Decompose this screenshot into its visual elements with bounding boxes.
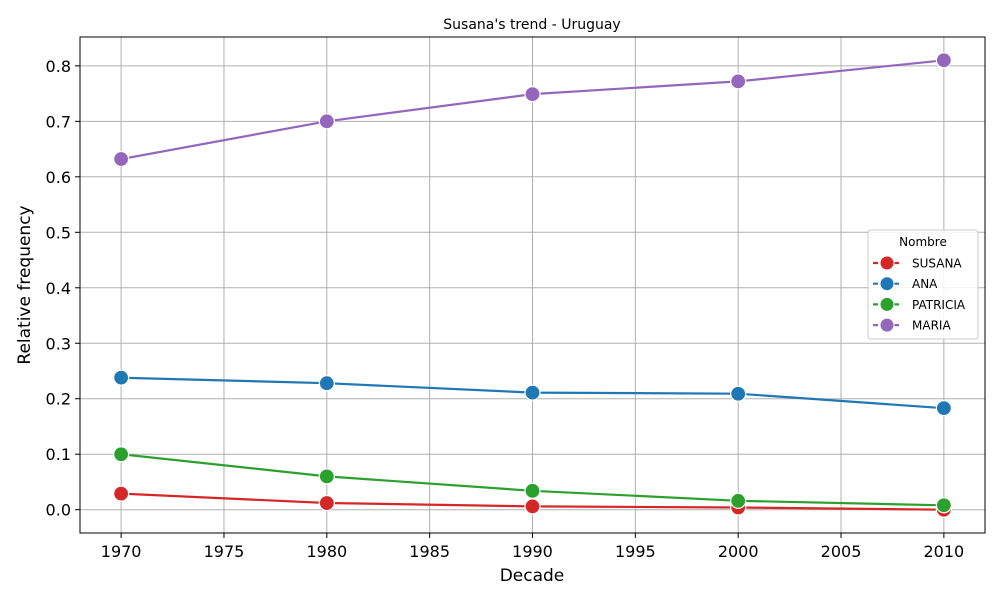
- data-point-maria: [318, 113, 335, 130]
- x-tick-label: 1985: [409, 542, 450, 561]
- data-point-patricia: [730, 492, 747, 509]
- legend-item-ana: ANA: [873, 276, 938, 292]
- data-point-patricia: [524, 482, 541, 499]
- data-point-susana: [318, 494, 335, 512]
- series-patricia: [113, 446, 952, 514]
- legend-item-maria: MARIA: [873, 317, 951, 333]
- legend-marker-susana: [879, 255, 895, 271]
- data-point-ana: [318, 375, 335, 392]
- data-point-maria: [730, 73, 747, 90]
- legend: Nombre SUSANA ANA PATRICIA MARIA: [867, 229, 979, 340]
- legend-item-susana: SUSANA: [873, 255, 962, 271]
- y-tick-label: 0.6: [46, 168, 71, 187]
- x-axis-title: Decade: [500, 566, 565, 586]
- data-point-ana: [730, 385, 747, 402]
- y-tick-label: 0.1: [46, 445, 71, 464]
- legend-items: SUSANA ANA PATRICIA MARIA: [873, 255, 966, 333]
- data-point-susana: [524, 498, 541, 515]
- y-tick-label: 0.8: [46, 57, 71, 76]
- data-point-patricia: [318, 468, 335, 485]
- y-tick-label: 0.0: [46, 501, 71, 520]
- y-tick-label: 0.4: [46, 279, 71, 298]
- x-tick-label: 1995: [615, 542, 656, 561]
- legend-label-susana: SUSANA: [912, 257, 962, 271]
- y-tick-label: 0.3: [46, 334, 71, 353]
- legend-box: [867, 229, 979, 340]
- legend-marker-maria: [879, 317, 895, 333]
- chart-title: Susana's trend - Uruguay: [443, 17, 620, 33]
- legend-label-patricia: PATRICIA: [912, 298, 966, 312]
- data-point-susana: [113, 485, 130, 502]
- x-tick-label: 1975: [204, 542, 245, 561]
- legend-item-patricia: PATRICIA: [873, 296, 966, 312]
- data-point-maria: [524, 86, 541, 103]
- legend-marker-patricia: [879, 296, 895, 312]
- x-tick-label: 1990: [512, 542, 553, 561]
- y-tick-label: 0.5: [46, 223, 71, 242]
- series-group: [113, 52, 952, 518]
- x-axis-ticks: 1970 1975 1980 1985 1990 1995 2000 2005 2010: [101, 533, 964, 561]
- y-axis-ticks: 0.0 0.1 0.2 0.3 0.4 0.5 0.6 0.7 0.8: [46, 57, 80, 520]
- data-point-maria: [935, 52, 952, 69]
- x-tick-label: 2010: [924, 542, 965, 561]
- legend-label-ana: ANA: [912, 277, 938, 291]
- x-tick-label: 2000: [718, 542, 759, 561]
- x-tick-label: 1980: [306, 542, 347, 561]
- data-point-patricia: [113, 446, 130, 463]
- data-point-ana: [935, 400, 952, 417]
- data-point-maria: [113, 150, 130, 168]
- legend-label-maria: MARIA: [912, 319, 951, 333]
- y-axis-title: Relative frequency: [15, 205, 35, 364]
- series-maria: [113, 52, 952, 168]
- x-tick-label: 1970: [101, 542, 142, 561]
- x-tick-label: 2005: [821, 542, 862, 561]
- series-ana: [113, 369, 952, 417]
- y-tick-label: 0.7: [46, 112, 71, 131]
- legend-title: Nombre: [899, 235, 947, 249]
- y-tick-label: 0.2: [46, 390, 71, 409]
- legend-marker-ana: [879, 276, 895, 292]
- data-point-ana: [524, 384, 541, 401]
- data-point-ana: [113, 369, 130, 386]
- data-point-patricia: [935, 497, 952, 514]
